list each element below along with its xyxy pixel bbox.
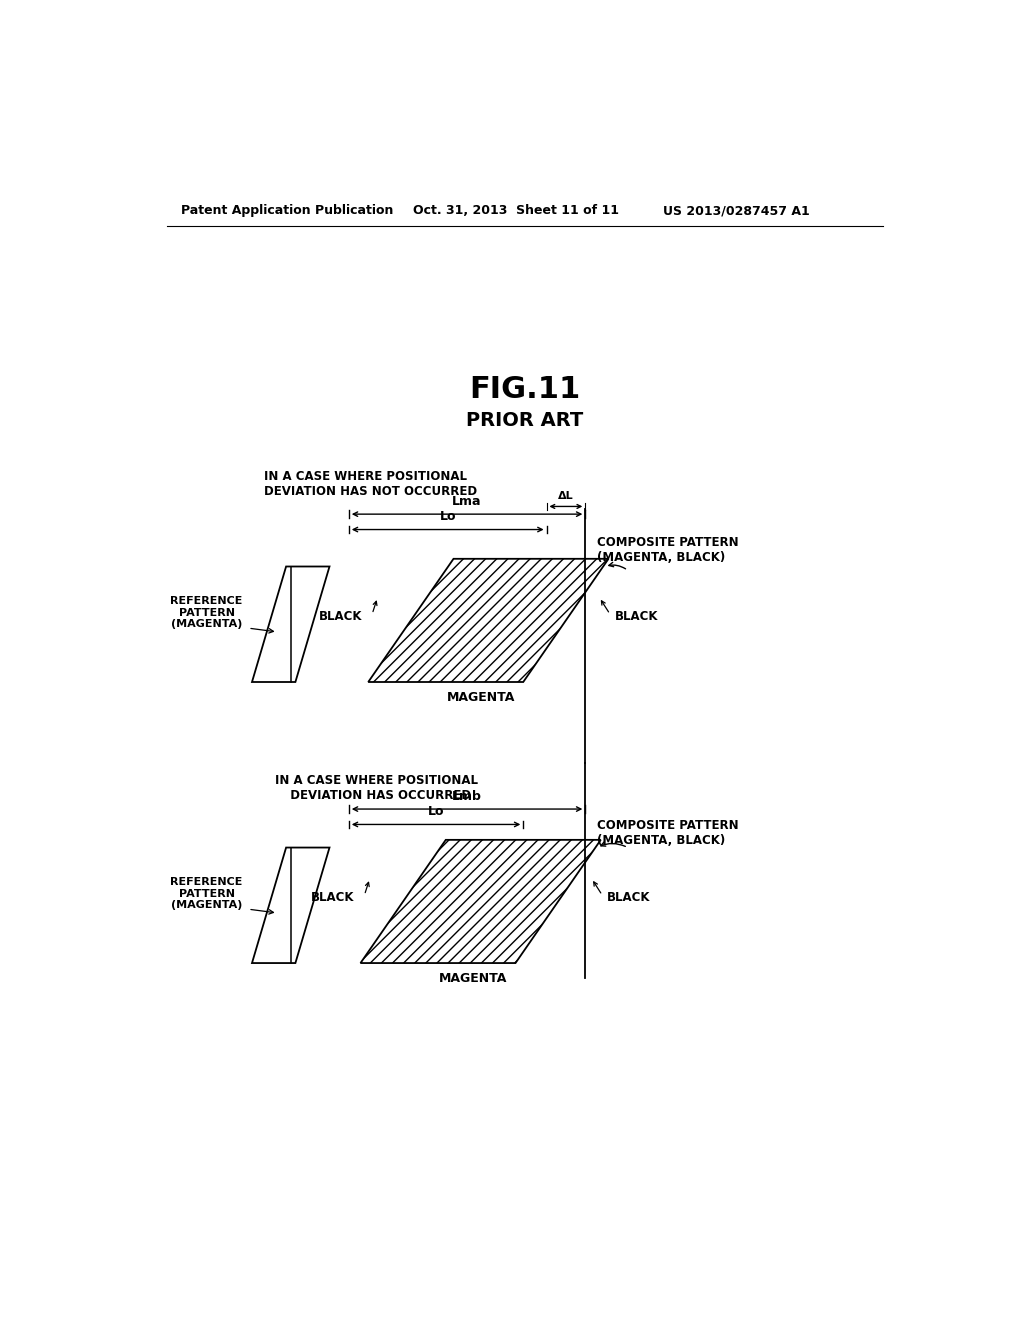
Text: IN A CASE WHERE POSITIONAL
DEVIATION HAS NOT OCCURRED: IN A CASE WHERE POSITIONAL DEVIATION HAS… — [263, 470, 477, 498]
Text: MAGENTA: MAGENTA — [438, 973, 507, 985]
Text: Patent Application Publication: Patent Application Publication — [180, 205, 393, 218]
Text: Lo: Lo — [439, 511, 456, 524]
Polygon shape — [369, 558, 608, 682]
Text: BLACK: BLACK — [311, 891, 354, 904]
Text: BLACK: BLACK — [614, 610, 658, 623]
Text: Lmb: Lmb — [453, 789, 482, 803]
Text: ΔL: ΔL — [558, 491, 573, 502]
Text: REFERENCE
PATTERN
(MAGENTA): REFERENCE PATTERN (MAGENTA) — [170, 878, 243, 911]
Text: REFERENCE
PATTERN
(MAGENTA): REFERENCE PATTERN (MAGENTA) — [170, 597, 243, 630]
Text: Lma: Lma — [453, 495, 482, 508]
Polygon shape — [360, 840, 601, 964]
Text: IN A CASE WHERE POSITIONAL
  DEVIATION HAS OCCURRED: IN A CASE WHERE POSITIONAL DEVIATION HAS… — [275, 775, 478, 803]
Text: COMPOSITE PATTERN
(MAGENTA, BLACK): COMPOSITE PATTERN (MAGENTA, BLACK) — [597, 818, 738, 847]
Text: Lo: Lo — [428, 805, 444, 818]
Text: US 2013/0287457 A1: US 2013/0287457 A1 — [663, 205, 810, 218]
Text: FIG.11: FIG.11 — [469, 375, 581, 404]
Text: COMPOSITE PATTERN
(MAGENTA, BLACK): COMPOSITE PATTERN (MAGENTA, BLACK) — [597, 536, 738, 564]
Text: PRIOR ART: PRIOR ART — [466, 411, 584, 430]
Text: MAGENTA: MAGENTA — [446, 692, 515, 705]
Text: BLACK: BLACK — [607, 891, 650, 904]
Text: Oct. 31, 2013  Sheet 11 of 11: Oct. 31, 2013 Sheet 11 of 11 — [414, 205, 620, 218]
Text: BLACK: BLACK — [318, 610, 362, 623]
